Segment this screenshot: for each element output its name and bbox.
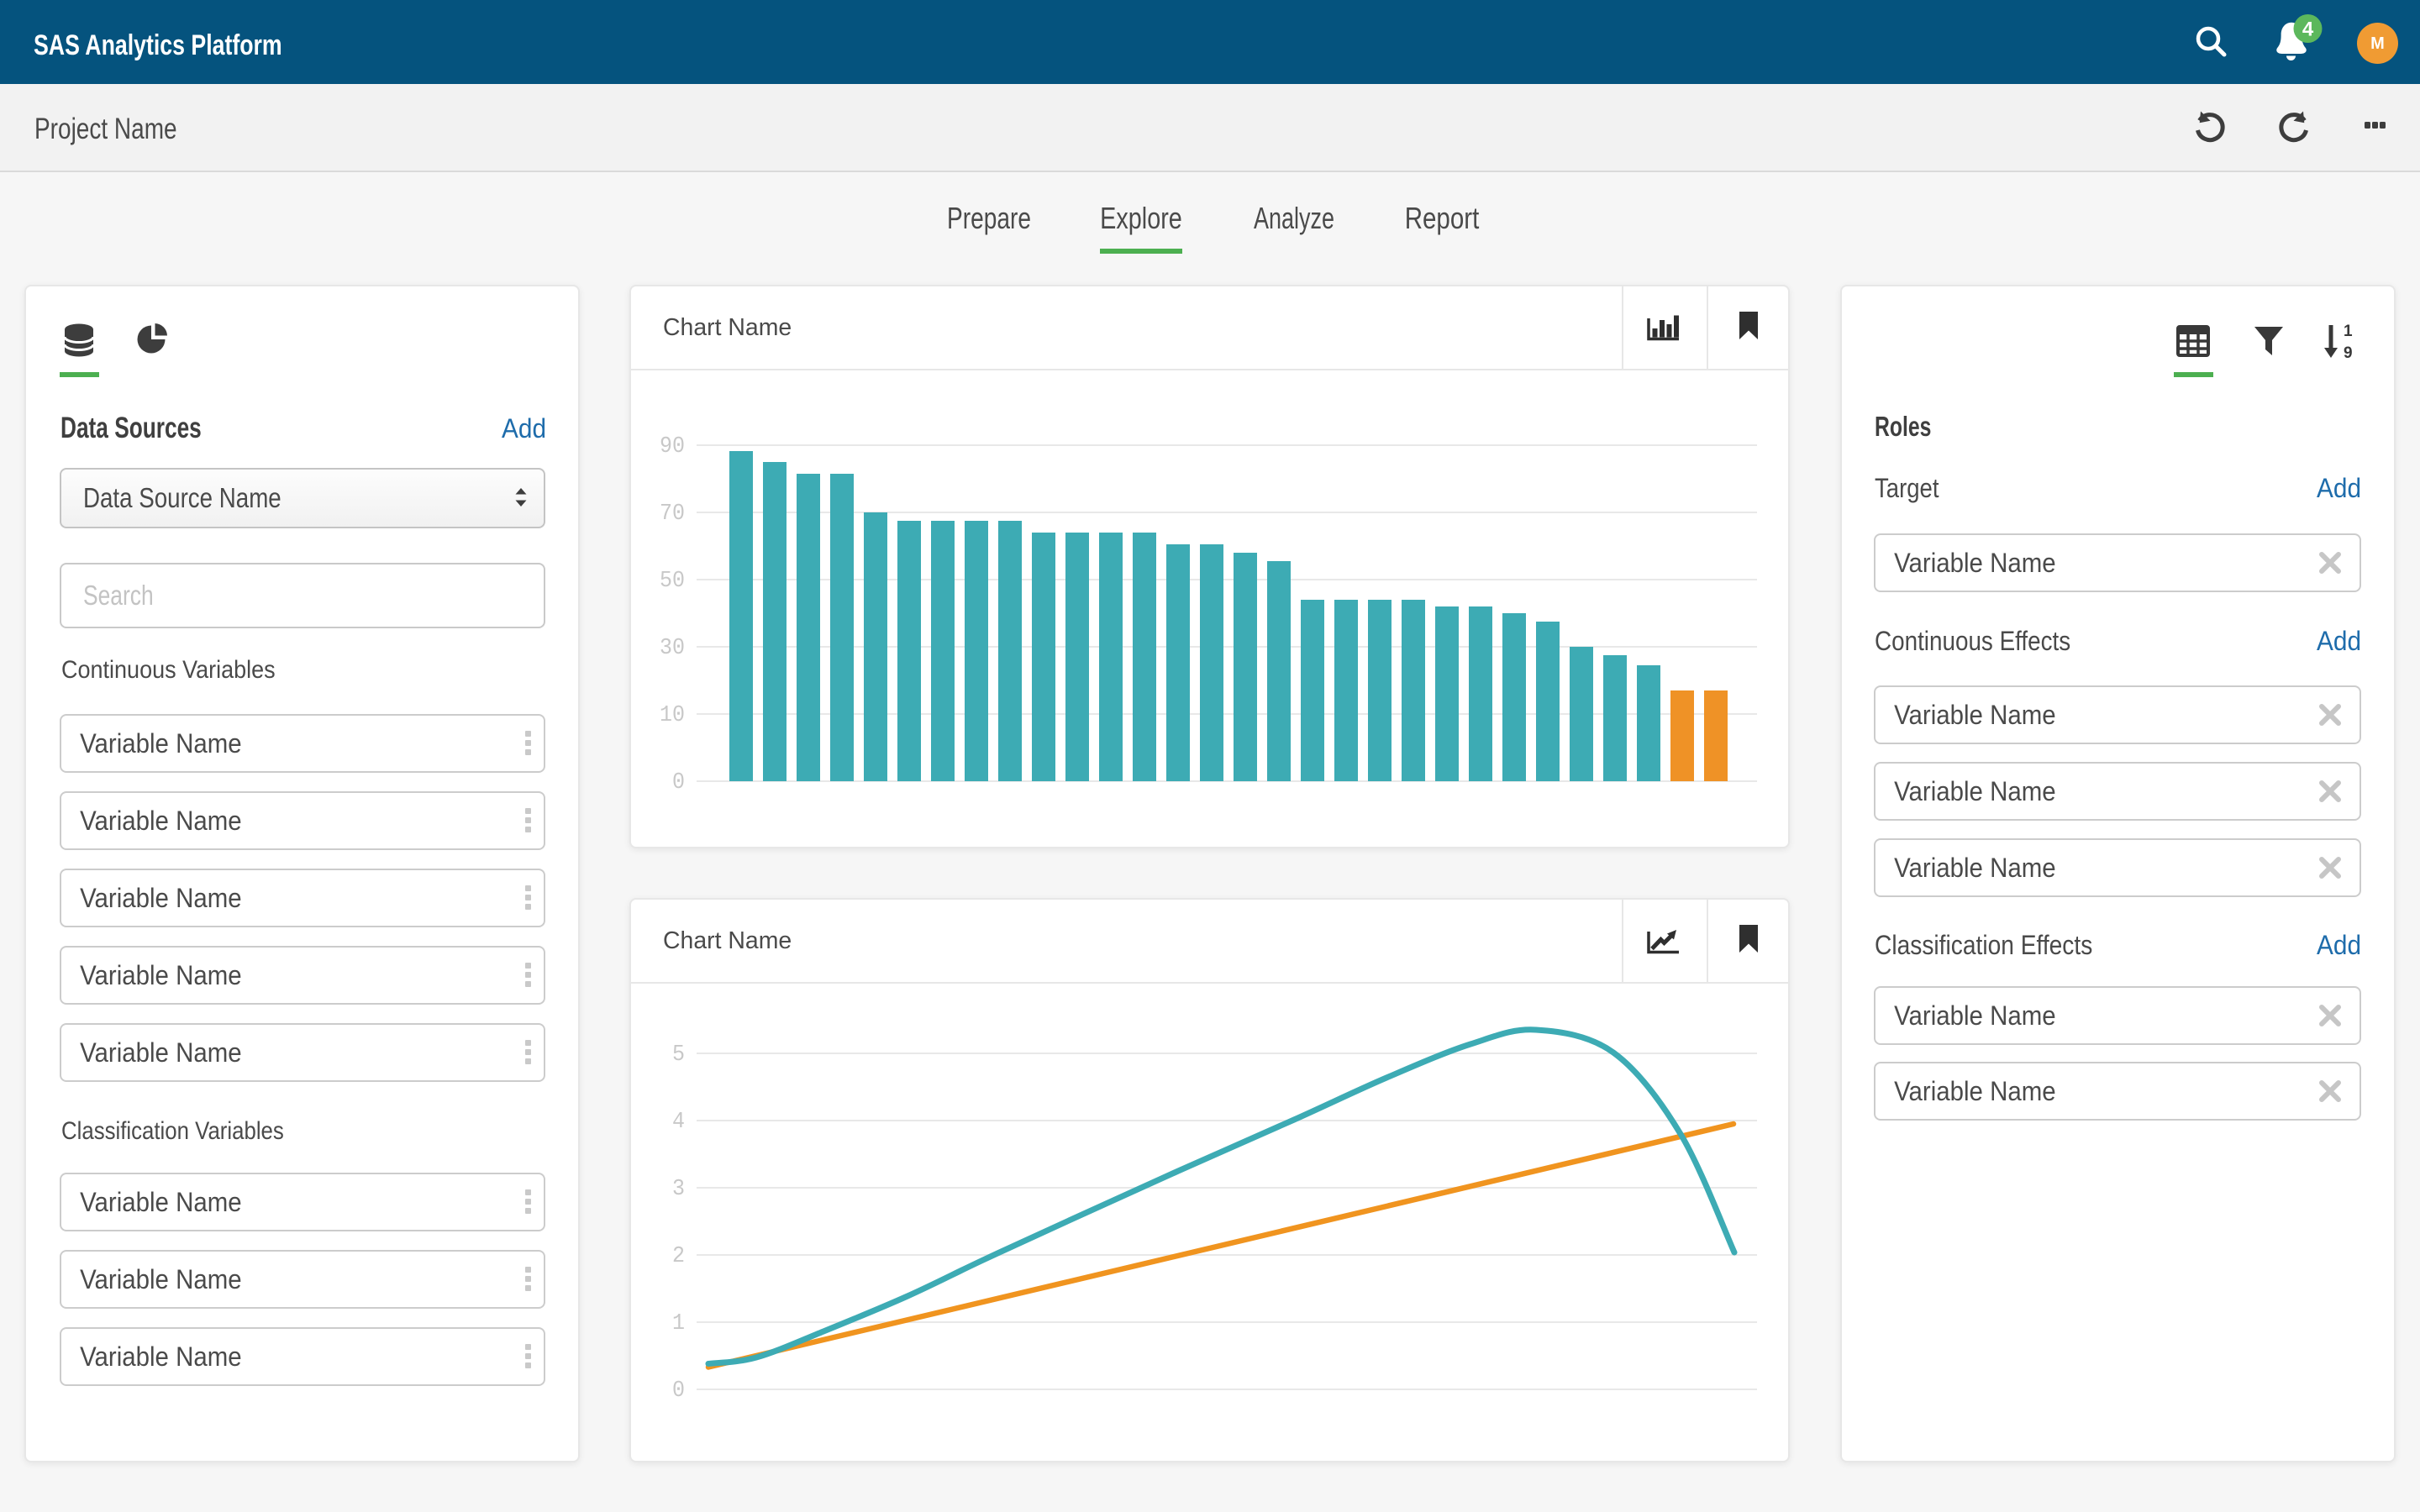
svg-text:5: 5 (672, 1042, 685, 1068)
svg-text:90: 90 (660, 434, 685, 459)
svg-text:4: 4 (672, 1110, 685, 1135)
svg-text:10: 10 (660, 703, 685, 728)
svg-text:9: 9 (2344, 344, 2353, 360)
svg-text:70: 70 (660, 501, 685, 527)
svg-text:1: 1 (2344, 323, 2353, 340)
svg-text:2: 2 (672, 1244, 685, 1269)
svg-text:1: 1 (672, 1311, 685, 1336)
svg-text:30: 30 (660, 636, 685, 661)
svg-text:4: 4 (2302, 18, 2314, 41)
svg-text:50: 50 (660, 569, 685, 594)
svg-text:0: 0 (672, 770, 685, 795)
svg-text:0: 0 (672, 1378, 685, 1404)
svg-text:3: 3 (672, 1177, 685, 1202)
